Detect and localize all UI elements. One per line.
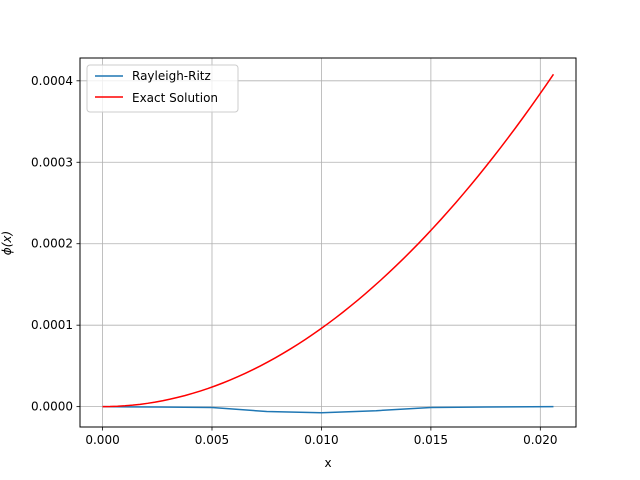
legend-label-exact-solution: Exact Solution	[132, 91, 218, 105]
series-line-exact-solution	[102, 73, 555, 408]
legend: Rayleigh-Ritz Exact Solution	[86, 64, 239, 113]
series-layer	[102, 73, 555, 414]
y-tick-label: 0.0002	[31, 237, 73, 251]
y-tick-label: 0.0001	[31, 318, 73, 332]
x-tick-label: 0.020	[523, 433, 557, 447]
x-tick-label: 0.000	[85, 433, 119, 447]
grid-layer	[80, 58, 576, 427]
x-tick-label: 0.015	[414, 433, 448, 447]
series-line-rayleigh-ritz	[102, 405, 554, 414]
tick-layer: 0.000 0.005 0.010 0.015 0.020 0.0000 0.0001 0.0…	[31, 74, 558, 447]
y-axis-label: ϕ(x)	[0, 231, 14, 255]
y-tick-label: 0.0004	[31, 74, 73, 88]
plot-frame	[79, 57, 577, 428]
x-axis-label: x	[324, 456, 331, 470]
legend-box	[86, 64, 239, 113]
y-tick-label: 0.0003	[31, 155, 73, 169]
legend-label-rayleigh-ritz: Rayleigh-Ritz	[132, 69, 211, 83]
y-tick-label: 0.0000	[31, 400, 73, 414]
x-tick-label: 0.010	[304, 433, 338, 447]
x-tick-label: 0.005	[195, 433, 229, 447]
